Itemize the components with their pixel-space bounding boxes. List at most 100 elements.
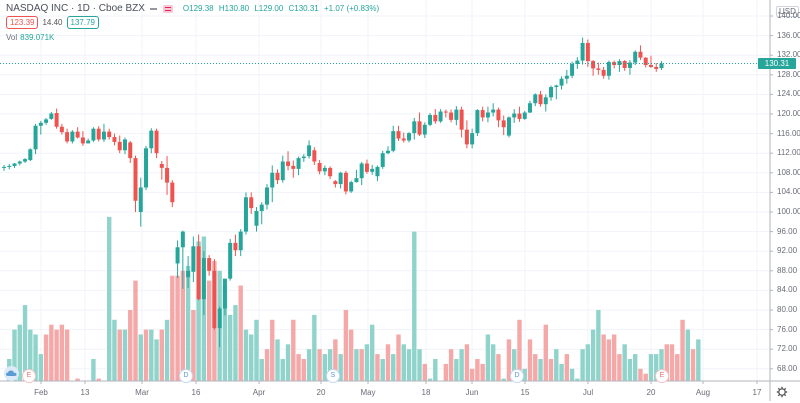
volume-bar [222,285,228,381]
volume-bar [512,349,517,381]
earnings-marker[interactable]: E [655,369,669,383]
hide-indicators-icon[interactable] [148,4,159,13]
candle-body [364,163,369,172]
candle-body [138,187,143,212]
volume-bar [448,349,454,381]
volume-bar [312,314,317,381]
candle-body [233,242,238,251]
volume-bar [543,324,548,381]
volume-bar [585,344,591,381]
candle-body [627,62,632,68]
symbol-title[interactable]: NASDAQ INC · 1D · Cboe BZX [6,3,145,14]
candle-body [238,231,243,251]
candle-body [570,64,575,76]
candle-body [91,128,96,141]
candle-body [401,138,406,141]
candle-body [38,122,43,126]
volume-bar [301,359,307,381]
volume-bar [480,363,485,381]
volume-bar [433,359,438,381]
candle-body [380,153,385,167]
sell-button[interactable]: 123.39 [6,16,39,29]
price-tick-label: 120.00 [777,109,800,118]
price-tick-label: 72.00 [777,344,798,354]
volume-bar [17,324,22,381]
candle-body [575,60,580,65]
volume-bar [569,368,575,381]
volume-label: Vol [6,33,18,42]
volume-bar [385,344,391,381]
low-value: L129.00 [254,4,284,13]
volume-bar [564,354,570,381]
volume-bar [96,378,101,381]
volume-bar [233,305,238,381]
volume-bar [185,265,191,381]
candle-body [159,163,164,168]
candle-body [433,114,438,122]
candle-body [265,187,269,205]
volume-bar [259,359,264,381]
price-tick-label: 88.00 [777,265,798,275]
dividend-marker[interactable]: D [510,369,524,383]
volume-legend: Vol 839.071K [6,33,54,42]
time-tick-label: 18 [421,388,431,397]
split-marker[interactable]: S [326,369,340,383]
candle-body [354,178,359,183]
candle-body [191,246,196,272]
volume-bar [375,354,380,381]
candle-body [322,167,327,172]
candle-body [648,65,653,67]
dividend-marker[interactable]: D [179,369,193,383]
volume-bar [370,324,375,381]
candle-body [580,42,585,61]
candle-body [317,163,322,172]
volume-bar [359,349,364,381]
volume-bar [291,319,296,381]
candle-body [480,110,485,118]
volume-bar [112,319,117,381]
candle-body [591,61,596,69]
currency-label[interactable]: USD [776,6,799,17]
candle-body [343,172,348,192]
time-tick-label: 13 [80,388,90,397]
cloud-icon[interactable] [4,366,19,381]
candle-body [212,270,217,329]
volume-bar [401,344,406,381]
settings-menu-icon[interactable] [162,4,173,13]
volume-bar [459,349,464,381]
candle-body [59,126,64,133]
candle-body [396,131,401,139]
change-value: +1.07 (+0.83%) [323,4,380,13]
volume-bar [128,310,133,381]
price-tick-label: 92.00 [777,246,798,256]
volume-bar [469,368,475,381]
volume-bar [22,305,28,381]
candle-body [428,114,433,125]
candle-body [596,68,601,70]
candle-body [117,141,122,151]
volume-bar [485,334,491,381]
buy-button[interactable]: 137.79 [66,16,99,29]
volume-bar [364,344,370,381]
volume-bar [154,339,159,381]
volume-bar [59,324,65,381]
volume-bar [12,329,17,381]
candle-body [128,142,133,159]
candle-body [417,121,422,135]
candle-body [328,167,333,177]
candle-body [412,121,417,134]
candle-body [422,124,427,135]
candle-body [122,139,127,151]
candle-body [144,148,149,188]
candle-body [23,159,28,162]
price-tick-label: 68.00 [777,363,798,373]
candle-body [512,113,517,118]
volume-bar [506,339,512,381]
volume-bar [596,310,601,381]
candle-body [312,150,317,162]
settings-gear-icon[interactable] [776,385,788,398]
price-tick-label: 112.00 [777,148,800,158]
earnings-marker[interactable]: E [22,369,36,383]
spread-value: 14.40 [42,18,63,27]
